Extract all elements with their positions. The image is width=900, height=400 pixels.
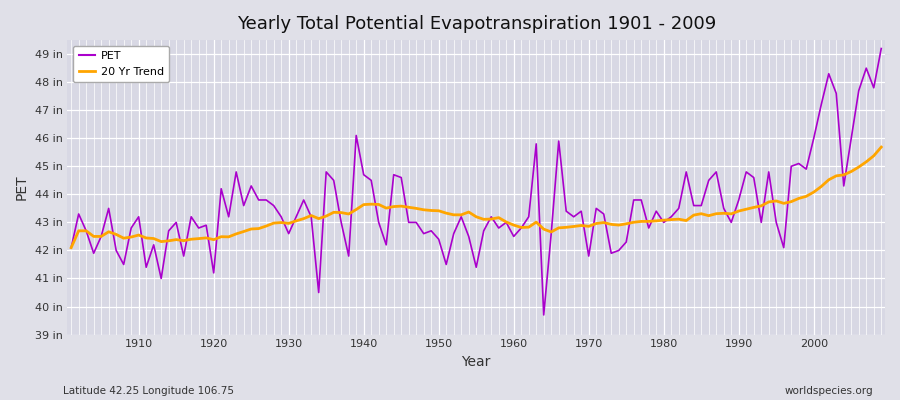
Title: Yearly Total Potential Evapotranspiration 1901 - 2009: Yearly Total Potential Evapotranspiratio… (237, 15, 716, 33)
X-axis label: Year: Year (462, 355, 490, 369)
Text: Latitude 42.25 Longitude 106.75: Latitude 42.25 Longitude 106.75 (63, 386, 234, 396)
Text: worldspecies.org: worldspecies.org (785, 386, 873, 396)
Y-axis label: PET: PET (15, 174, 29, 200)
Legend: PET, 20 Yr Trend: PET, 20 Yr Trend (73, 46, 169, 82)
